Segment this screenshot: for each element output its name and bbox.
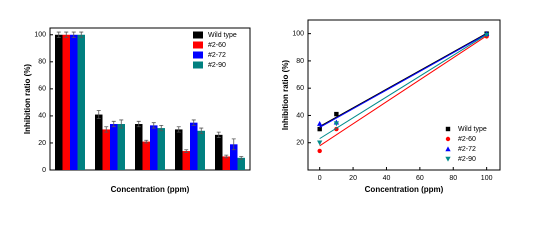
bar (190, 122, 198, 170)
error-bar (199, 127, 204, 134)
legend-swatch (193, 61, 203, 69)
fit-line (319, 32, 487, 127)
x-axis-label: Concentration (ppm) (365, 185, 444, 194)
bar (150, 125, 158, 170)
error-bar (216, 131, 221, 138)
bar (215, 134, 223, 170)
point (317, 126, 322, 132)
point (317, 120, 323, 126)
error-bar (136, 120, 141, 128)
legend-swatch (193, 31, 203, 39)
point (484, 32, 490, 38)
y-tick-label: 60 (38, 86, 46, 93)
error-bar (64, 31, 69, 38)
error-bar (119, 119, 124, 129)
y-tick-label: 60 (296, 85, 304, 92)
bar (222, 156, 230, 170)
bar (197, 130, 205, 170)
legend-label: #2-60 (208, 42, 226, 49)
y-tick-label: 80 (38, 59, 46, 66)
legend-label: #2-72 (458, 146, 476, 153)
y-tick-label: 20 (38, 140, 46, 147)
point (333, 121, 340, 127)
bar (70, 34, 78, 171)
point (317, 140, 323, 146)
legend-marker (445, 156, 451, 162)
plot-frame (307, 19, 501, 171)
bar (135, 124, 143, 170)
figure: 0 20 40 60 80 100 Inhibition ratio (%) Concentr… (23, 19, 501, 194)
legend-marker (445, 126, 451, 132)
x-tick-label: 40 (383, 175, 391, 182)
bar (142, 141, 150, 170)
error-bar (191, 119, 196, 126)
error-bar (239, 156, 244, 160)
legend-label: #2-60 (458, 136, 476, 143)
legend-label: #2-72 (208, 52, 226, 59)
bar (110, 124, 118, 170)
error-bar (159, 124, 164, 132)
bar (77, 34, 85, 171)
legend-label: #2-90 (458, 156, 476, 163)
x-tick-label: 0 (318, 175, 322, 182)
legend-label: Wild type (458, 126, 487, 133)
y-tick-label: 40 (296, 112, 304, 119)
y-tick-label: 80 (296, 58, 304, 65)
bar (237, 157, 245, 170)
error-bar (104, 126, 109, 133)
bar (62, 34, 70, 171)
fit-line (319, 34, 487, 140)
legend-swatch (193, 51, 203, 59)
error-bar (231, 138, 236, 151)
y-tick-label: 20 (296, 140, 304, 147)
bar (102, 129, 110, 170)
y-axis-label: Inhibition ratio (%) (281, 60, 290, 131)
page: 0 20 40 60 80 100 Inhibition ratio (%) Concentr… (23, 19, 501, 195)
bar (182, 151, 190, 170)
bar (55, 34, 63, 171)
error-bar (79, 31, 84, 38)
x-tick-label: 20 (349, 175, 357, 182)
y-axis-label: Inhibition ratio (%) (23, 64, 32, 135)
x-axis-label: Concentration (ppm) (111, 185, 190, 194)
bar (95, 114, 103, 170)
error-bar (71, 31, 76, 38)
bar (117, 124, 125, 170)
point (334, 111, 339, 117)
x-tick-label: 60 (416, 175, 424, 182)
legend-marker (445, 136, 451, 142)
x-tick-label: 80 (449, 175, 457, 182)
legend-marker (445, 146, 451, 152)
error-bar (151, 122, 156, 129)
y-tick-label: 40 (38, 113, 46, 120)
y-tick-label: 100 (292, 30, 304, 37)
legend-label: #2-90 (208, 62, 226, 69)
x-tick-label: 100 (481, 175, 493, 182)
bar (230, 144, 238, 170)
error-bar (111, 120, 116, 128)
legend-swatch (193, 41, 203, 49)
error-bar (56, 31, 61, 38)
error-bar (96, 110, 101, 120)
error-bar (224, 154, 229, 159)
bar (157, 128, 165, 170)
y-tick-label: 0 (42, 167, 46, 174)
legend-label: Wild type (208, 32, 237, 39)
bar (175, 129, 183, 170)
error-bar (184, 149, 189, 153)
error-bar (176, 126, 181, 133)
fit-line (319, 35, 487, 147)
y-tick-label: 100 (34, 32, 46, 39)
fit-line (319, 33, 487, 128)
point (317, 148, 322, 154)
error-bar (144, 139, 149, 144)
